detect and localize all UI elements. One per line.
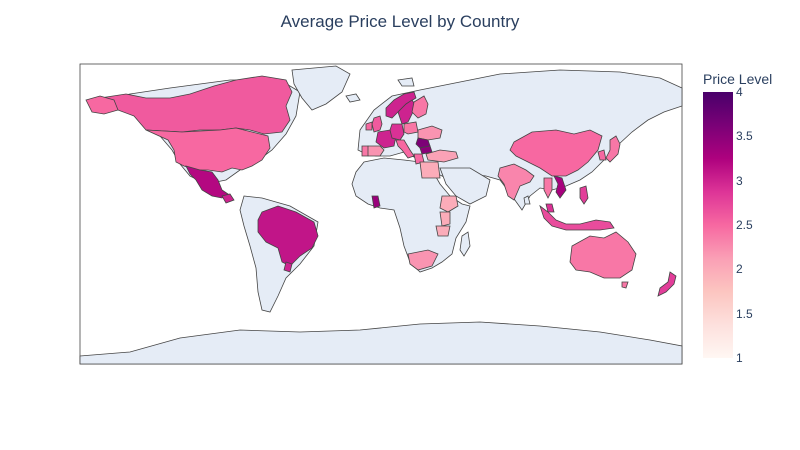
- countries-layer: [85, 75, 677, 297]
- country-sweden[interactable]: [397, 99, 417, 125]
- country-indonesia[interactable]: [539, 204, 615, 231]
- country-portugal[interactable]: [361, 145, 369, 157]
- chart-title: Average Price Level by Country: [280, 12, 520, 31]
- country-south-africa[interactable]: [407, 249, 439, 271]
- country-italy[interactable]: [395, 139, 415, 159]
- country-new-zealand[interactable]: [657, 271, 677, 297]
- country-philippines[interactable]: [579, 185, 589, 205]
- country-usa[interactable]: [145, 127, 271, 173]
- colorbar-gradient: [703, 92, 733, 358]
- colorbar-tick-label: 1.5: [736, 306, 753, 321]
- country-south-korea[interactable]: [597, 149, 607, 161]
- country-egypt[interactable]: [419, 161, 441, 179]
- country-finland[interactable]: [411, 95, 429, 119]
- country-ghana[interactable]: [371, 195, 381, 209]
- country-australia[interactable]: [569, 231, 637, 279]
- country-japan[interactable]: [605, 135, 621, 163]
- land-greenland: [291, 65, 351, 111]
- colorbar-tick-label: 4: [736, 85, 743, 99]
- colorbar-tick-label: 2: [736, 262, 743, 277]
- country-ethiopia[interactable]: [439, 195, 459, 213]
- country-ireland[interactable]: [365, 121, 373, 131]
- country-turkey[interactable]: [425, 149, 459, 163]
- colorbar-tick-label: 2.5: [736, 218, 753, 232]
- country-tanzania[interactable]: [435, 225, 451, 237]
- country-alaska[interactable]: [85, 95, 119, 115]
- country-malaysia[interactable]: [545, 203, 555, 213]
- colorbar-tick-label: 3.5: [736, 129, 753, 144]
- land-iceland: [345, 93, 361, 103]
- country-tasmania[interactable]: [621, 281, 629, 289]
- land-antarctica: [79, 321, 683, 365]
- country-uruguay[interactable]: [283, 261, 293, 273]
- country-brazil[interactable]: [257, 205, 319, 267]
- land-svalbard: [397, 77, 415, 87]
- country-india[interactable]: [497, 163, 535, 201]
- colorbar-tick-label: 1: [736, 351, 743, 365]
- country-uk[interactable]: [371, 115, 383, 133]
- country-kenya[interactable]: [439, 211, 451, 227]
- country-spain[interactable]: [365, 145, 385, 157]
- land-sri-lanka: [523, 195, 531, 205]
- country-guatemala[interactable]: [221, 193, 235, 204]
- country-vietnam[interactable]: [553, 175, 567, 199]
- country-china[interactable]: [509, 129, 603, 177]
- land-madagascar: [459, 231, 471, 257]
- country-poland[interactable]: [403, 121, 419, 135]
- country-thailand[interactable]: [543, 177, 553, 199]
- country-canada[interactable]: [99, 75, 293, 135]
- colorbar-title: Price Level: [703, 71, 773, 87]
- country-germany[interactable]: [389, 123, 405, 141]
- colorbar-tick-label: 3: [736, 173, 743, 188]
- land-arabia: [439, 167, 491, 205]
